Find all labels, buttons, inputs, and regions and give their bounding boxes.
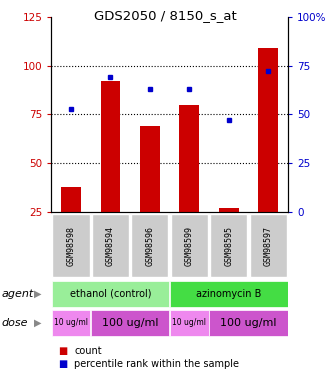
Bar (61, 186, 81, 212)
Text: GDS2050 / 8150_s_at: GDS2050 / 8150_s_at (94, 9, 237, 22)
Bar (170, 281, 288, 307)
Text: azinomycin B: azinomycin B (196, 289, 261, 299)
Bar (91, 310, 169, 336)
Text: GSM98596: GSM98596 (145, 226, 155, 266)
Text: ■: ■ (58, 359, 67, 369)
Text: GSM98594: GSM98594 (106, 226, 115, 266)
Text: 100 ug/ml: 100 ug/ml (220, 318, 277, 328)
Text: GSM98599: GSM98599 (185, 226, 194, 266)
Bar (250, 214, 287, 278)
Text: GSM98597: GSM98597 (264, 226, 273, 266)
Bar (131, 214, 168, 278)
Text: ■: ■ (58, 346, 67, 355)
Text: dose: dose (2, 318, 28, 328)
Bar (140, 126, 160, 212)
Text: ▶: ▶ (34, 318, 42, 328)
Text: ethanol (control): ethanol (control) (70, 289, 151, 299)
Text: 100 ug/ml: 100 ug/ml (102, 318, 159, 328)
Bar (219, 208, 239, 212)
Bar (92, 214, 129, 278)
Text: percentile rank within the sample: percentile rank within the sample (74, 359, 239, 369)
Bar (101, 81, 120, 212)
Bar (179, 105, 199, 212)
Text: agent: agent (2, 289, 34, 299)
Text: 10 ug/ml: 10 ug/ml (54, 318, 88, 327)
Bar (259, 48, 278, 212)
Bar (53, 214, 90, 278)
Bar (52, 281, 169, 307)
Text: GSM98595: GSM98595 (224, 226, 233, 266)
Text: 10 ug/ml: 10 ug/ml (172, 318, 206, 327)
Text: ▶: ▶ (34, 289, 42, 299)
Text: GSM98598: GSM98598 (67, 226, 75, 266)
Text: count: count (74, 346, 102, 355)
Bar (170, 310, 209, 336)
Bar (210, 214, 247, 278)
Bar (171, 214, 208, 278)
Bar (210, 310, 288, 336)
Bar (52, 310, 90, 336)
